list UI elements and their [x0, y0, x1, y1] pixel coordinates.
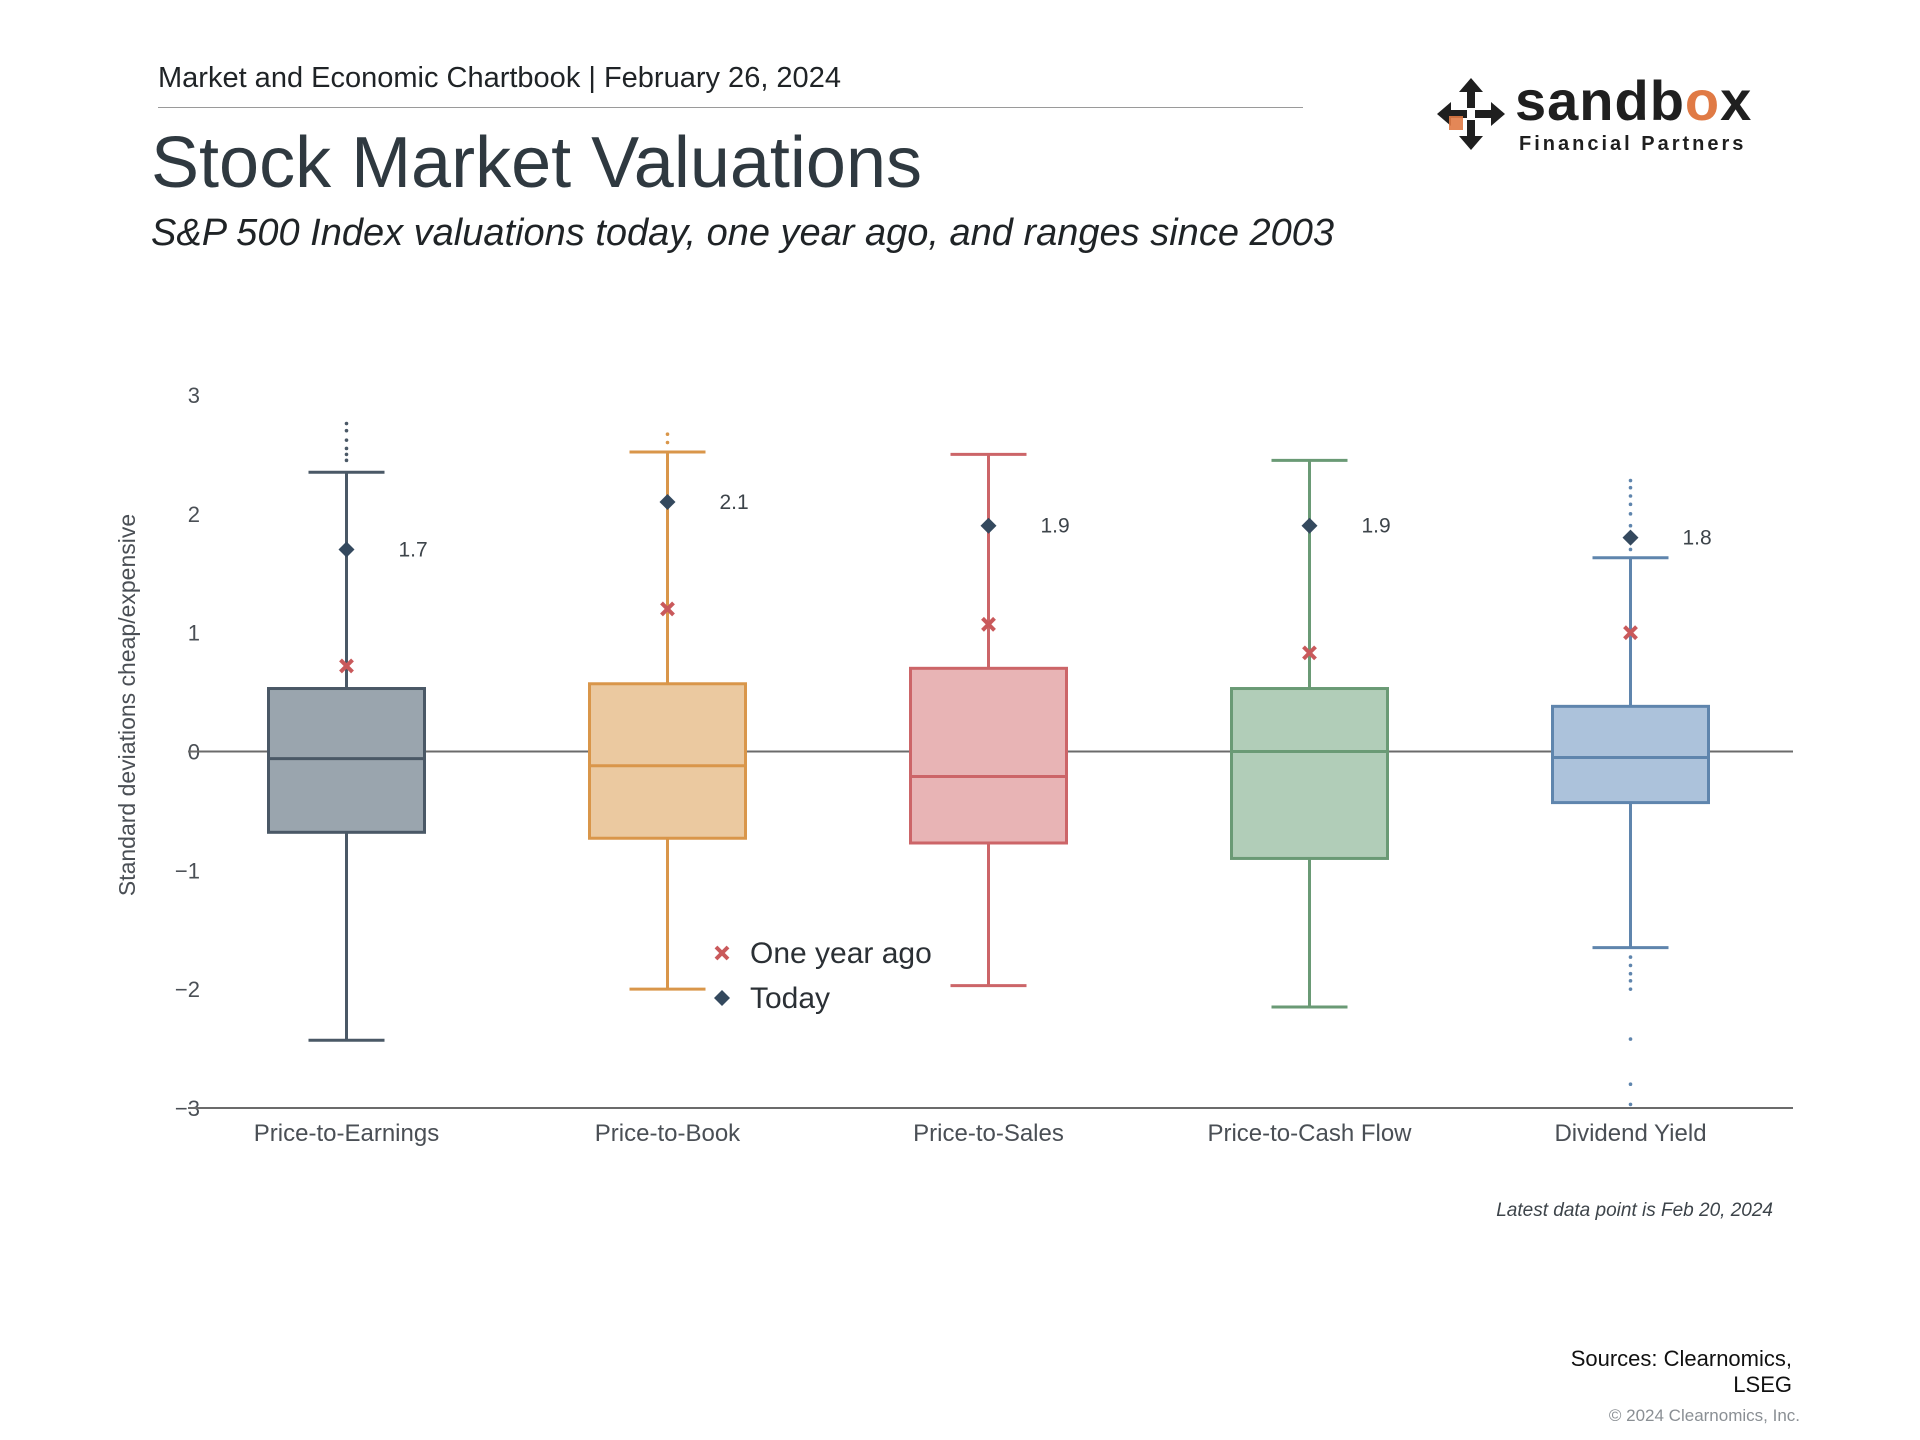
today-marker	[980, 517, 997, 534]
today-marker	[659, 493, 676, 510]
category-label: Price-to-Book	[595, 1120, 741, 1147]
outlier-point	[344, 428, 349, 433]
outlier-point	[344, 446, 349, 451]
latest-data-note: Latest data point is Feb 20, 2024	[1496, 1200, 1773, 1221]
today-value-label: 1.8	[1683, 527, 1712, 550]
logo-wordmark: sandbox	[1515, 69, 1753, 132]
today-marker	[1622, 529, 1639, 546]
outlier-point	[1628, 547, 1633, 552]
today-value-label: 1.9	[1362, 515, 1391, 538]
y-tick-label: −1	[175, 858, 200, 883]
y-tick-label: −2	[175, 977, 200, 1002]
one-year-ago-stroke	[1302, 645, 1317, 661]
legend-one-year-ago-icon	[714, 945, 730, 961]
iqr-box	[1230, 687, 1389, 860]
today-value-label: 1.7	[399, 538, 428, 561]
outlier-point	[1628, 1082, 1633, 1087]
outlier-point	[1628, 512, 1633, 516]
outlier-point	[1628, 485, 1633, 490]
outlier-point	[344, 452, 349, 457]
sources-line-1: Sources: Clearnomics,	[1570, 1346, 1792, 1371]
one-year-ago-marker	[1623, 625, 1638, 641]
today-value-label: 1.9	[1041, 515, 1070, 538]
legend-today-icon	[714, 990, 730, 1006]
box-group-price-to-cash-flow	[1230, 458, 1389, 1009]
legend-today-label: Today	[750, 982, 830, 1015]
legend-one-year-ago-label: One year ago	[750, 937, 932, 970]
outlier-point	[1628, 1037, 1633, 1041]
y-axis-label: Standard deviations cheap/expensive	[114, 514, 140, 896]
today-marker	[1301, 517, 1318, 534]
y-tick-label: 2	[188, 502, 200, 527]
y-tick-label: 1	[188, 621, 200, 646]
outlier-point	[344, 438, 349, 442]
outlier-point	[665, 432, 670, 437]
outlier-point	[1628, 1102, 1633, 1107]
legend-x-stroke	[714, 945, 730, 961]
sources-text: Sources: Clearnomics, LSEG	[1500, 1346, 1792, 1398]
outlier-point	[1628, 971, 1633, 976]
one-year-ago-stroke	[1623, 625, 1638, 641]
box-group-price-to-book	[588, 432, 747, 991]
outlier-point	[1628, 955, 1633, 959]
one-year-ago-marker	[339, 658, 354, 674]
iqr-box	[267, 687, 426, 834]
y-tick-label: 3	[188, 383, 200, 408]
outlier-point	[1628, 979, 1633, 983]
outlier-point	[1628, 494, 1633, 498]
page-subtitle: S&P 500 Index valuations today, one year…	[151, 212, 1335, 254]
iqr-box	[1551, 704, 1710, 805]
outlier-point	[665, 440, 670, 445]
header-divider	[158, 107, 1303, 108]
one-year-ago-stroke	[660, 601, 675, 617]
logo-arrows-icon	[1437, 78, 1505, 150]
outlier-point	[1628, 478, 1633, 483]
outlier-point	[1628, 963, 1633, 968]
iqr-box	[909, 666, 1068, 845]
sandbox-logo: sandbox Financial Partners	[1435, 68, 1755, 168]
one-year-ago-marker	[1302, 645, 1317, 661]
box-group-dividend-yield	[1551, 478, 1710, 1107]
category-label: Dividend Yield	[1554, 1120, 1706, 1147]
one-year-ago-marker	[981, 616, 996, 632]
category-label: Price-to-Sales	[913, 1120, 1064, 1147]
outlier-point	[344, 458, 349, 463]
today-marker	[338, 541, 355, 558]
sources-line-2: LSEG	[1733, 1372, 1792, 1397]
outlier-point	[1628, 987, 1633, 991]
iqr-box	[588, 682, 747, 840]
chartbook-header: Market and Economic Chartbook | February…	[158, 62, 841, 94]
one-year-ago-stroke	[981, 616, 996, 632]
category-label: Price-to-Earnings	[254, 1120, 439, 1147]
copyright-text: © 2024 Clearnomics, Inc.	[1608, 1406, 1800, 1425]
page-title: Stock Market Valuations	[151, 123, 923, 203]
box-group-price-to-earnings	[267, 421, 426, 1042]
outlier-point	[1628, 523, 1633, 528]
category-label: Price-to-Cash Flow	[1207, 1120, 1412, 1147]
logo-tagline: Financial Partners	[1519, 133, 1747, 155]
one-year-ago-stroke	[339, 658, 354, 674]
today-value-label: 2.1	[720, 491, 749, 514]
outlier-point	[344, 421, 349, 426]
outlier-point	[1628, 502, 1633, 507]
one-year-ago-marker	[660, 601, 675, 617]
box-group-price-to-sales	[909, 452, 1068, 988]
